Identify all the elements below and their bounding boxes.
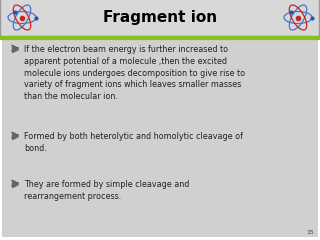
Text: Formed by both heterolytic and homolytic cleavage of
bond.: Formed by both heterolytic and homolytic… [24,132,243,153]
Text: If the electron beam energy is further increased to
apparent potential of a mole: If the electron beam energy is further i… [24,45,245,101]
Text: They are formed by simple cleavage and
rearrangement process.: They are formed by simple cleavage and r… [24,180,189,201]
Bar [2,39,318,237]
FancyBboxPatch shape [1,0,319,36]
Text: 15: 15 [306,230,314,235]
Text: Fragment ion: Fragment ion [103,10,217,25]
